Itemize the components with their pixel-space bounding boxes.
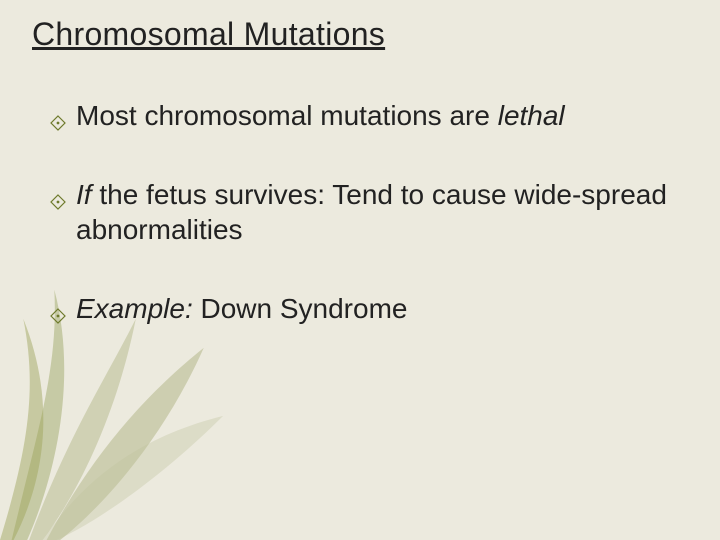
bullet-item: If the fetus survives: Tend to cause wid…: [50, 177, 680, 247]
diamond-bullet-icon: [50, 104, 66, 120]
slide-title: Chromosomal Mutations: [32, 16, 385, 53]
bullet-item: Example: Down Syndrome: [50, 291, 680, 326]
bullet-list: Most chromosomal mutations are lethal If …: [50, 98, 680, 370]
bullet-prefix-italic: Example:: [76, 293, 193, 324]
bullet-body: Most chromosomal mutations are: [76, 100, 498, 131]
bullet-body: Down Syndrome: [193, 293, 408, 324]
bullet-item: Most chromosomal mutations are lethal: [50, 98, 680, 133]
slide: Chromosomal Mutations Most chromosomal m…: [0, 0, 720, 540]
bullet-suffix-italic: lethal: [498, 100, 565, 131]
bullet-body: the fetus survives: Tend to cause wide-s…: [76, 179, 667, 245]
bullet-prefix-italic: If: [76, 179, 92, 210]
diamond-bullet-icon: [50, 297, 66, 313]
diamond-bullet-icon: [50, 183, 66, 199]
